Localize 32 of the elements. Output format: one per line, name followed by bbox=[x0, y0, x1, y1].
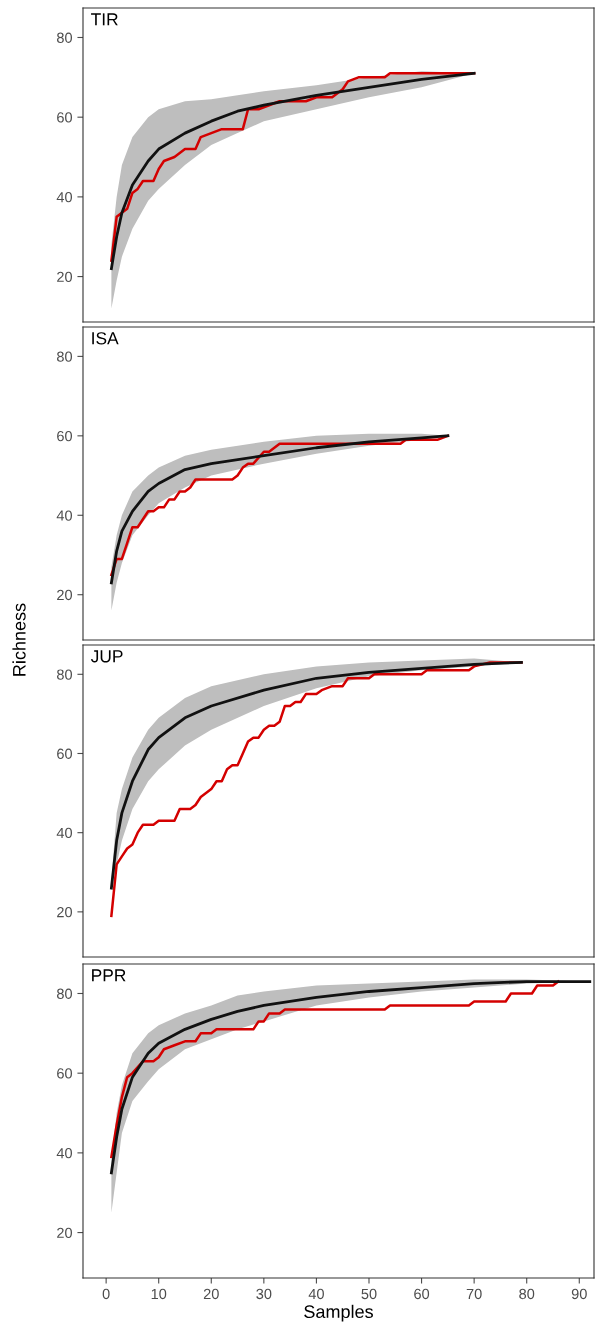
x-tick-label: 50 bbox=[361, 1288, 377, 1300]
x-tick-label: 70 bbox=[466, 1288, 482, 1300]
x-tick-label: 20 bbox=[203, 1288, 219, 1300]
chart-title: TIR bbox=[91, 13, 118, 26]
x-tick-label: 40 bbox=[308, 1288, 324, 1300]
x-tick-label: 80 bbox=[519, 1288, 535, 1300]
y-tick-label: 40 bbox=[56, 1147, 73, 1159]
y-tick-label: 60 bbox=[57, 1068, 73, 1079]
y-tick-label: 20 bbox=[57, 1227, 73, 1238]
x-axis-title: Samples bbox=[304, 1304, 373, 1322]
chart-title: ISA bbox=[92, 332, 119, 345]
x-tick-label: 90 bbox=[571, 1288, 587, 1300]
x-tick-label: 10 bbox=[151, 1288, 167, 1300]
x-tick-label: 60 bbox=[414, 1288, 430, 1300]
x-tick-label: 0 bbox=[102, 1288, 110, 1300]
y-tick-label: 80 bbox=[57, 351, 73, 362]
y-tick-label: 60 bbox=[57, 748, 73, 759]
y-tick-label: 20 bbox=[57, 271, 73, 282]
y-tick-label: 40 bbox=[56, 191, 73, 203]
y-tick-label: 60 bbox=[57, 112, 73, 123]
y-tick-label: 60 bbox=[57, 430, 73, 442]
y-tick-label: 40 bbox=[56, 827, 73, 839]
y-axis-title: Richness bbox=[12, 603, 26, 676]
chart-title: JUP bbox=[90, 650, 123, 663]
y-tick-label: 80 bbox=[57, 32, 73, 43]
y-tick-label: 40 bbox=[56, 510, 73, 521]
y-tick-label: 80 bbox=[57, 669, 73, 680]
y-tick-label: 20 bbox=[57, 589, 73, 601]
chart-title: PPR bbox=[92, 969, 126, 982]
x-tick-label: 30 bbox=[256, 1288, 272, 1300]
y-tick-label: 80 bbox=[57, 988, 73, 999]
y-tick-label: 20 bbox=[57, 906, 73, 918]
